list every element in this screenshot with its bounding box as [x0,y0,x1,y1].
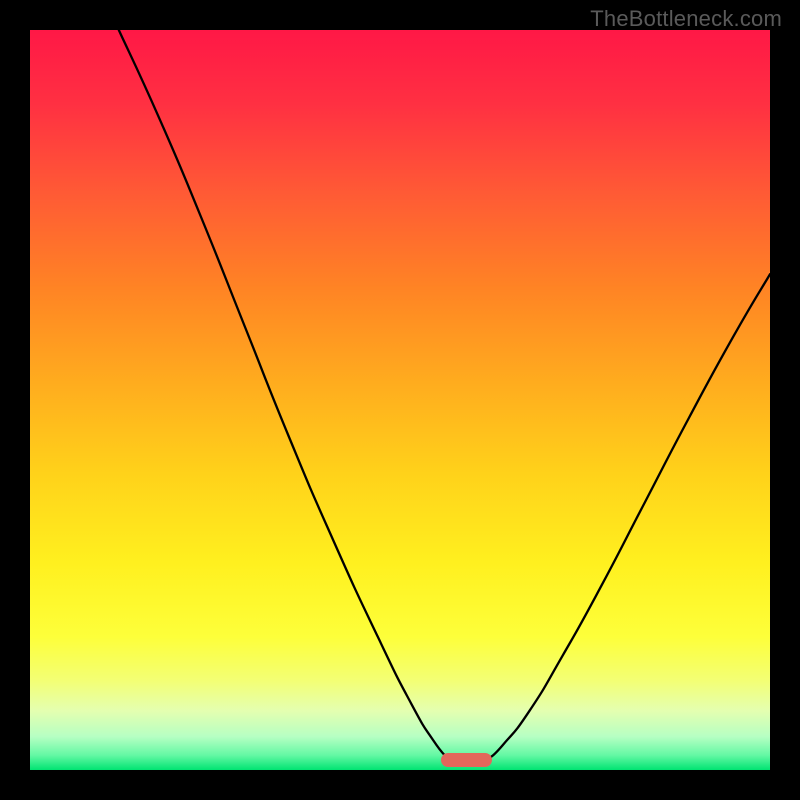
bottleneck-curve [30,30,770,770]
curve-right-branch [489,274,770,759]
chart-frame: TheBottleneck.com [0,0,800,800]
plot-area [30,30,770,770]
watermark-text: TheBottleneck.com [590,6,782,32]
curve-left-branch [119,30,448,759]
valley-marker [441,753,493,767]
